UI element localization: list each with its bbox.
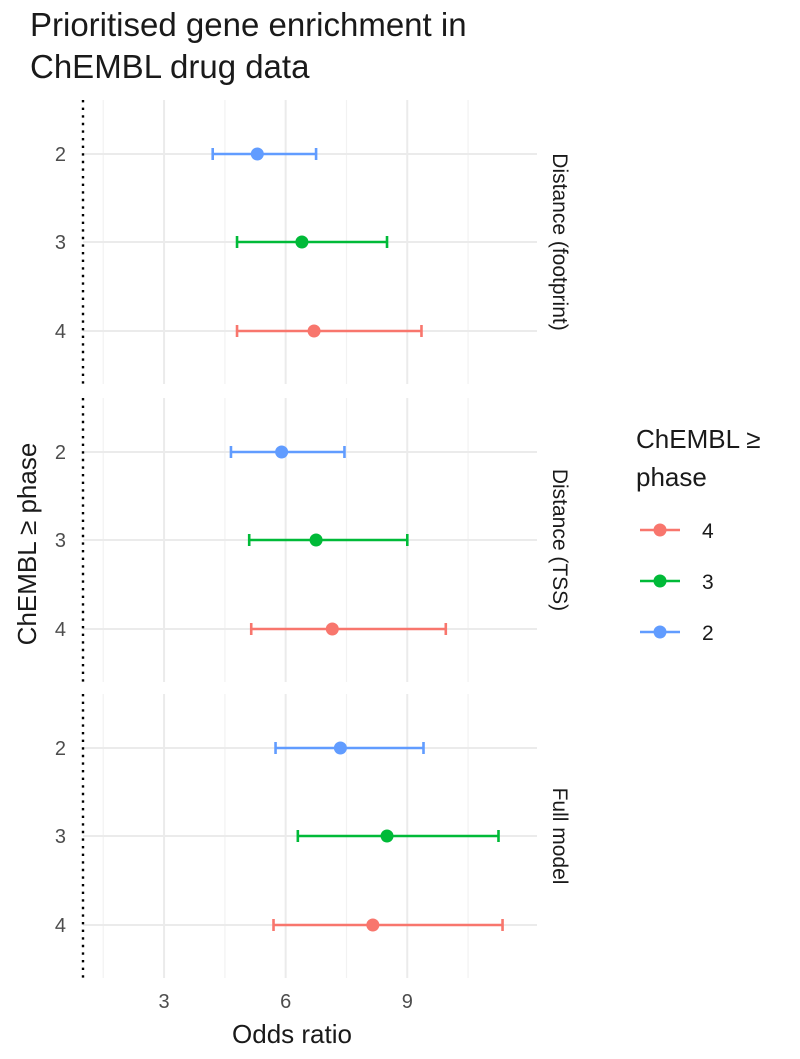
chart-title-line-1: Prioritised gene enrichment in bbox=[30, 6, 467, 43]
point-estimate bbox=[250, 147, 264, 161]
x-tick-label: 9 bbox=[402, 991, 413, 1013]
x-axis-label: Odds ratio bbox=[232, 1019, 352, 1049]
point-estimate bbox=[333, 741, 347, 755]
y-tick-label: 4 bbox=[55, 915, 66, 937]
y-tick-label: 2 bbox=[55, 738, 66, 760]
x-tick-label: 3 bbox=[159, 991, 170, 1013]
chart-title: Prioritised gene enrichment in ChEMBL dr… bbox=[30, 6, 467, 85]
facet-strip-label: Distance (TSS) bbox=[548, 469, 571, 611]
y-axis-label: ChEMBL ≥ phase bbox=[12, 443, 42, 646]
estimate-phase-3 bbox=[247, 533, 409, 547]
y-tick-label: 4 bbox=[55, 619, 66, 641]
x-axis-ticks: 3 6 9 bbox=[159, 991, 413, 1013]
legend-item-2: 2 bbox=[640, 622, 714, 645]
facet-strip-label: Distance (footprint) bbox=[548, 153, 571, 330]
legend-title-line-2: phase bbox=[636, 462, 707, 492]
facet-strip-label: Full model bbox=[548, 788, 571, 885]
legend-key-point bbox=[653, 625, 667, 639]
legend: ChEMBL ≥ phase 4 3 2 bbox=[636, 424, 761, 645]
legend-key-point bbox=[653, 574, 667, 588]
panels: 2 3 4 Distance (footprint) 2 3 4 Distance (TSS)… bbox=[55, 100, 571, 1013]
panel-1: 2 3 4 Distance (footprint) bbox=[55, 100, 571, 384]
y-tick-label: 2 bbox=[55, 442, 66, 464]
legend-item-4: 4 bbox=[640, 520, 714, 543]
y-tick-label: 3 bbox=[55, 826, 66, 848]
estimate-phase-3 bbox=[296, 829, 500, 843]
chart-title-line-2: ChEMBL drug data bbox=[30, 48, 310, 85]
estimate-phase-3 bbox=[235, 235, 389, 249]
estimate-phase-2 bbox=[229, 445, 346, 459]
panel-3: 2 3 4 Full model bbox=[55, 694, 571, 978]
legend-label: 2 bbox=[702, 622, 714, 645]
y-tick-label: 4 bbox=[55, 321, 66, 343]
estimate-phase-2 bbox=[211, 147, 318, 161]
point-estimate bbox=[309, 533, 323, 547]
point-estimate bbox=[275, 445, 289, 459]
point-estimate bbox=[366, 918, 380, 932]
estimate-phase-4 bbox=[272, 918, 504, 932]
x-tick-label: 6 bbox=[280, 991, 291, 1013]
legend-item-3: 3 bbox=[640, 571, 714, 594]
y-tick-label: 2 bbox=[55, 144, 66, 166]
point-estimate bbox=[295, 235, 309, 249]
point-estimate bbox=[325, 622, 339, 636]
estimate-phase-4 bbox=[249, 622, 448, 636]
point-estimate bbox=[380, 829, 394, 843]
legend-title-line-1: ChEMBL ≥ bbox=[636, 424, 761, 454]
y-tick-label: 3 bbox=[55, 232, 66, 254]
estimate-phase-4 bbox=[235, 324, 423, 338]
legend-label: 4 bbox=[702, 520, 714, 543]
y-tick-label: 3 bbox=[55, 530, 66, 552]
estimate-phase-2 bbox=[274, 741, 425, 755]
point-estimate bbox=[307, 324, 321, 338]
legend-key-point bbox=[653, 523, 667, 537]
panel-2: 2 3 4 Distance (TSS) bbox=[55, 398, 571, 682]
legend-label: 3 bbox=[702, 571, 714, 594]
